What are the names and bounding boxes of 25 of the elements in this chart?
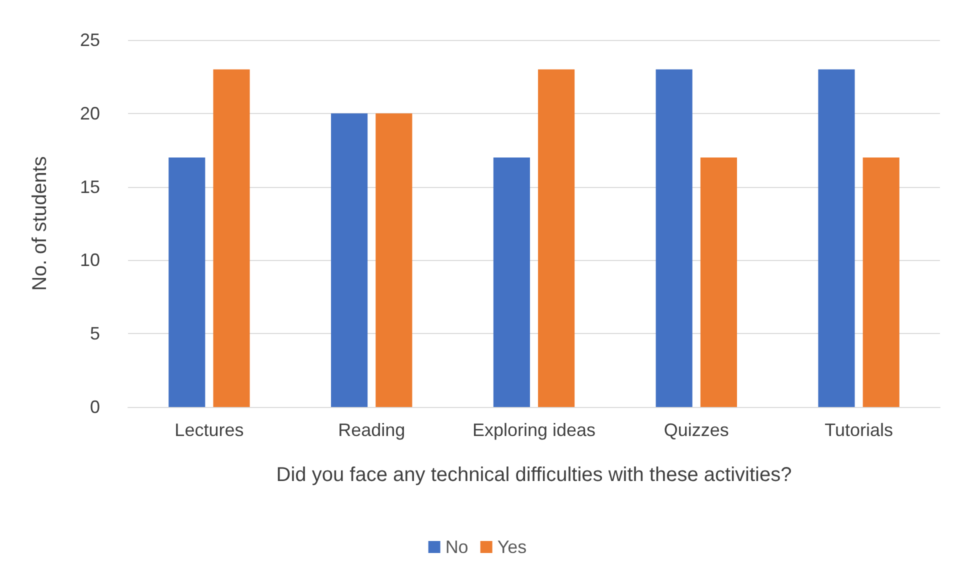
y-tick-label: 25 bbox=[80, 30, 100, 50]
bar bbox=[168, 157, 206, 407]
legend-label: Yes bbox=[497, 537, 527, 557]
bar bbox=[862, 157, 900, 407]
bar bbox=[331, 113, 368, 407]
bar bbox=[493, 157, 530, 407]
y-tick-label: 10 bbox=[80, 250, 100, 270]
x-axis-title: Did you face any technical difficulties with these activities? bbox=[276, 464, 792, 486]
legend-label: No bbox=[445, 537, 468, 557]
x-tick-label: Tutorials bbox=[824, 420, 893, 440]
y-tick-label: 15 bbox=[80, 176, 100, 197]
bar bbox=[700, 157, 737, 407]
x-tick-label: Exploring ideas bbox=[472, 420, 596, 440]
bar bbox=[818, 69, 855, 407]
x-tick-label: Lectures bbox=[174, 420, 244, 440]
bar bbox=[538, 69, 575, 407]
x-tick-label: Reading bbox=[338, 420, 406, 440]
y-tick-label: 5 bbox=[90, 324, 100, 344]
bar bbox=[213, 69, 250, 407]
y-axis-title: No. of students bbox=[29, 156, 51, 291]
bar bbox=[656, 69, 692, 407]
y-tick-label: 0 bbox=[90, 397, 100, 417]
y-tick-label: 20 bbox=[80, 103, 100, 124]
bar bbox=[376, 113, 412, 407]
x-tick-label: Quizzes bbox=[664, 420, 729, 440]
